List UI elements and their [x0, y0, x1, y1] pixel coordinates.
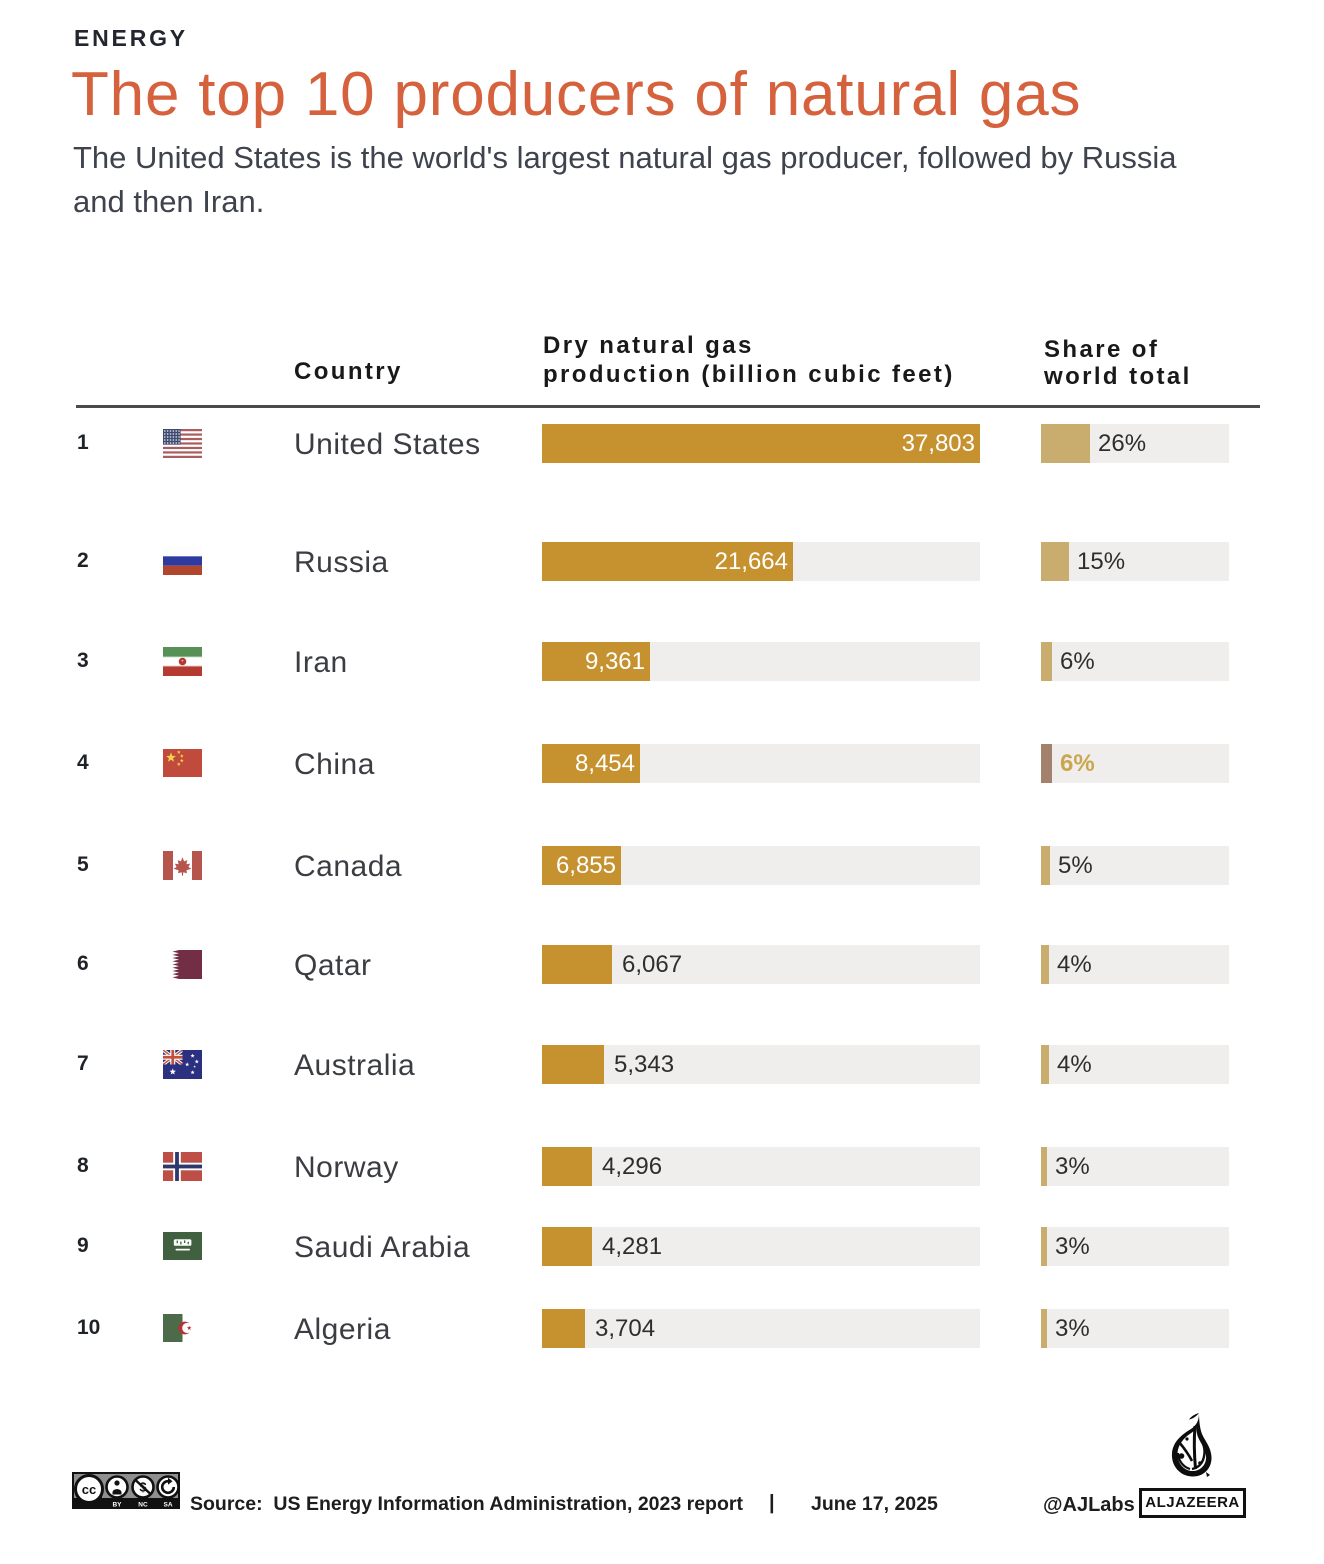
svg-text:BY: BY — [112, 1502, 122, 1509]
svg-text:SA: SA — [163, 1502, 172, 1509]
svg-text:NC: NC — [138, 1502, 148, 1509]
svg-text:cc: cc — [82, 1482, 96, 1497]
